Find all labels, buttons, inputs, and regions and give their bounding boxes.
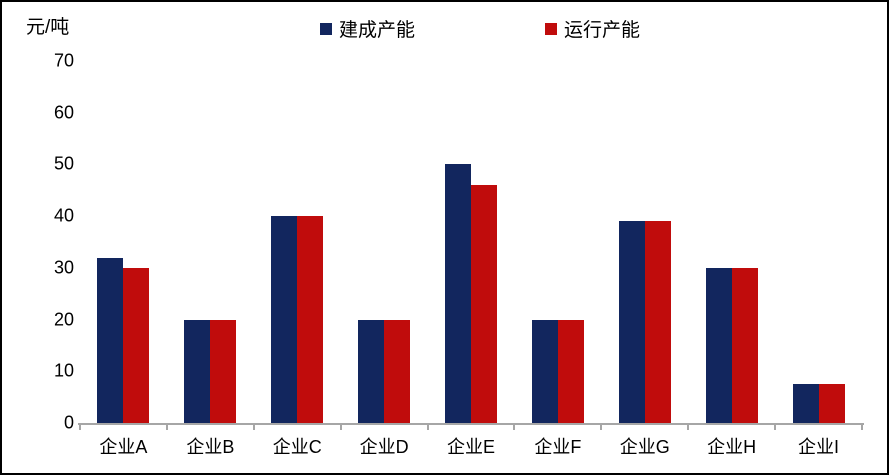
y-axis-tick-label: 20 <box>53 309 74 330</box>
x-axis-category-label: 企业E <box>446 437 496 457</box>
y-axis-tick-label: 70 <box>53 50 74 71</box>
x-axis-category-label: 企业G <box>619 437 670 457</box>
x-axis-category-label: 企业I <box>798 437 840 457</box>
x-axis-category-label: 企业A <box>99 437 148 457</box>
y-axis-tick-label: 40 <box>53 205 74 226</box>
x-axis-tick-mark <box>600 423 603 430</box>
x-axis-tick-mark <box>339 423 342 430</box>
bar-built-capacity <box>705 267 732 423</box>
bar-built-capacity <box>445 164 471 423</box>
bar-built-capacity <box>358 319 385 423</box>
y-axis-tick-label: 60 <box>53 102 74 123</box>
x-axis-tick-mark <box>252 423 255 430</box>
bar-built-capacity <box>618 221 645 423</box>
legend-item-running-capacity: 运行产能 <box>545 15 640 42</box>
bar-built-capacity <box>271 216 298 423</box>
bar-running-capacity <box>818 384 845 423</box>
x-axis-category-label: 企业B <box>186 437 235 457</box>
x-axis-category-label: 企业F <box>534 437 582 457</box>
bar-running-capacity <box>644 221 671 423</box>
y-axis-tick-label: 0 <box>63 412 74 433</box>
bar-built-capacity <box>792 384 819 423</box>
x-axis-tick-mark <box>687 423 690 430</box>
legend-label: 建成产能 <box>339 20 416 41</box>
bar-running-capacity <box>210 319 237 423</box>
y-axis-unit-label: 元/吨 <box>26 17 70 38</box>
y-axis-tick-label: 30 <box>53 257 74 278</box>
x-axis-tick-mark <box>513 423 516 430</box>
legend-swatch-icon <box>545 22 557 35</box>
bar-running-capacity <box>557 319 584 423</box>
bar-running-capacity <box>471 185 497 423</box>
x-axis-tick-mark <box>861 423 863 430</box>
y-axis-tick-label: 50 <box>53 153 74 174</box>
x-axis-tick-mark <box>165 423 168 430</box>
bar-built-capacity <box>184 319 211 423</box>
x-axis-category-label: 企业H <box>707 437 757 457</box>
bar-built-capacity <box>531 319 558 423</box>
legend-label: 运行产能 <box>564 20 641 41</box>
bar-running-capacity <box>123 267 150 423</box>
legend-item-built-capacity: 建成产能 <box>320 15 415 42</box>
bar-running-capacity <box>731 267 758 423</box>
bar-running-capacity <box>297 216 324 423</box>
bar-built-capacity <box>97 257 124 423</box>
x-axis-tick-mark <box>426 423 429 430</box>
legend-swatch-icon <box>320 22 332 35</box>
x-axis-line <box>78 423 864 425</box>
x-axis-tick-mark <box>774 423 777 430</box>
bar-running-capacity <box>384 319 411 423</box>
x-axis-category-label: 企业D <box>359 437 409 457</box>
x-axis-tick-mark <box>79 423 81 430</box>
x-axis-category-label: 企业C <box>272 437 322 457</box>
y-axis-tick-label: 10 <box>53 360 74 381</box>
